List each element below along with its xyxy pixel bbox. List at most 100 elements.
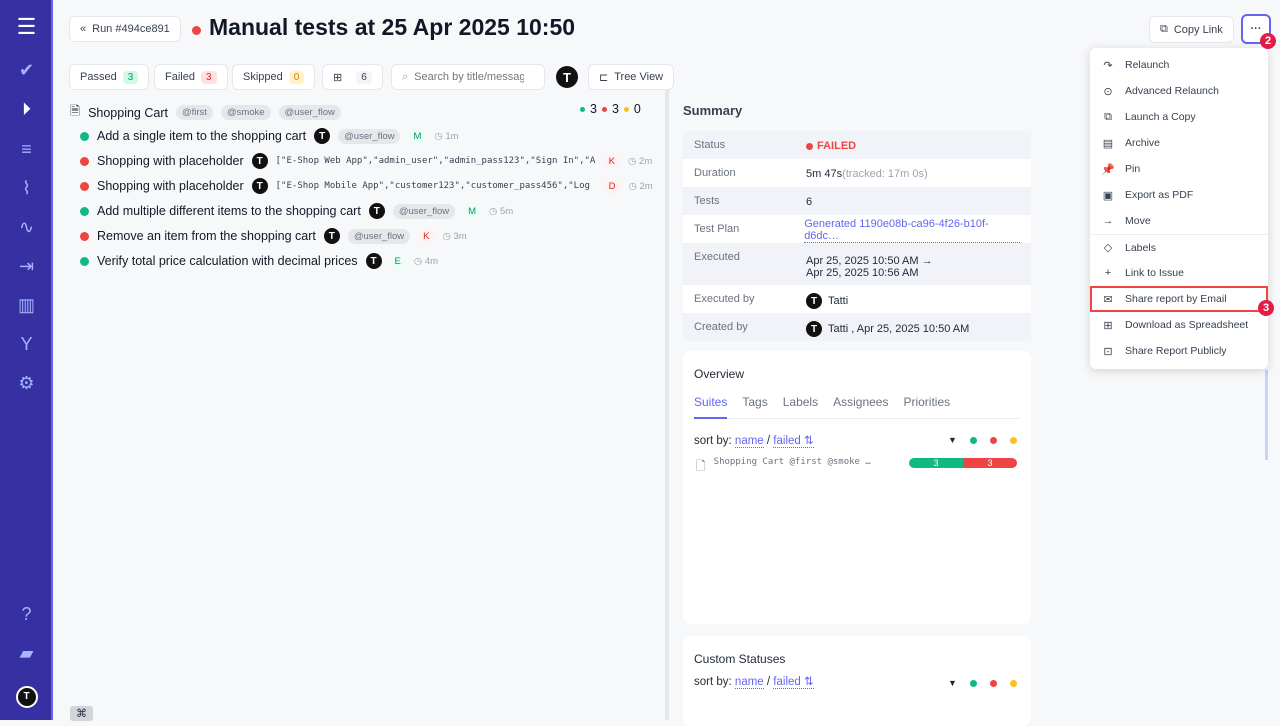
copy-icon: ⧉ <box>1160 23 1168 35</box>
test-row[interactable]: Add multiple different items to the shop… <box>80 203 513 219</box>
menu-item-link-issue[interactable]: + Link to Issue <box>1090 260 1268 286</box>
menu-item-download-spreadsheet[interactable]: ⊞ Download as Spreadsheet <box>1090 312 1268 338</box>
menu-icon[interactable]: ☰ <box>16 14 37 39</box>
file-icon: 🗎 <box>70 104 81 118</box>
menu-item-labels[interactable]: ◇ Labels <box>1090 234 1268 260</box>
custom-statuses-card: Custom Statuses sort by: name / failed ⇅… <box>683 636 1031 726</box>
sort-name-link[interactable]: name <box>734 435 764 448</box>
tab-priorities[interactable]: Priorities <box>903 395 951 409</box>
menu-item-pin[interactable]: 📌 Pin <box>1101 163 1141 176</box>
copy-link-button[interactable]: ⧉ Copy Link <box>1149 16 1234 43</box>
tab-suites[interactable]: Suites <box>694 395 728 419</box>
sort-by: sort by: name / failed ⇅ <box>694 435 814 448</box>
duration: ◷ 1m <box>434 130 459 142</box>
summary-row: Duration 5m 47s (tracked: 17m 0s) <box>683 159 1031 187</box>
passed-status-icon <box>80 131 89 141</box>
duration: ◷ 2m <box>628 180 653 192</box>
help-icon[interactable]: ? <box>21 604 32 624</box>
plus-icon: + <box>1104 267 1112 279</box>
avatar: T <box>251 153 268 169</box>
test-row[interactable]: Add a single item to the shopping cart T… <box>80 128 459 144</box>
overview-title: Overview <box>694 367 745 381</box>
menu-item-launch-copy[interactable]: ⧉ Launch a Copy <box>1090 104 1268 130</box>
share-icon: ⊡ <box>1103 345 1113 358</box>
file-icon: 🗋 <box>696 459 706 473</box>
back-to-run-button[interactable]: «Run #494ce891 <box>69 16 181 42</box>
sort-name-link[interactable]: name <box>734 676 764 689</box>
passed-status-icon <box>80 206 89 216</box>
spreadsheet-icon: ⊞ <box>1103 319 1113 332</box>
tab-tags[interactable]: Tags <box>742 395 768 409</box>
analytics-icon[interactable]: ▥ <box>17 295 35 315</box>
import-icon[interactable]: ⇥ <box>18 256 35 276</box>
status-filter-icons[interactable]: ▼ <box>948 678 1017 688</box>
test-row[interactable]: Shopping with placeholder T ["E-Shop Mobi… <box>80 178 653 194</box>
branch-icon[interactable]: Y <box>20 334 33 354</box>
suite-counts: 3 3 0 <box>580 102 641 116</box>
summary-row: Executed by T Tatti <box>683 285 1031 313</box>
checklist-icon[interactable]: ≡ <box>21 139 32 159</box>
summary-title: Summary <box>683 103 743 118</box>
assignee-filter-avatar[interactable]: T <box>556 66 578 88</box>
menu-item-export-pdf[interactable]: ▣ Export as PDF <box>1102 189 1194 202</box>
test-plan-link[interactable]: Generated 1190e08b-ca96-4f26-b10f-d6dc… <box>804 218 1020 243</box>
suite-header[interactable]: 🗎 Shopping Cart @first @smoke @user_flow <box>70 102 341 123</box>
assignee-badge: M <box>408 128 427 144</box>
play-circle-icon[interactable]: ⏵ <box>22 99 31 119</box>
suite-overview-row[interactable]: 🗋 Shopping Cart @first @smoke … <box>696 457 871 478</box>
test-row[interactable]: Shopping with placeholder T ["E-Shop Web … <box>80 153 652 169</box>
overview-card: Overview Suites Tags Labels Assignees Pr… <box>683 351 1031 624</box>
tab-assignees[interactable]: Assignees <box>833 395 889 409</box>
menu-item-relaunch[interactable]: ↷ Relaunch <box>1090 52 1268 78</box>
filter-passed[interactable]: Passed 3 <box>69 64 150 90</box>
assignee-badge: D <box>603 178 621 194</box>
duration: ◷ 4m <box>413 255 439 267</box>
tree-view-button[interactable]: ⊏ Tree View <box>588 64 675 90</box>
checkmark-icon[interactable]: ✔ <box>18 60 35 80</box>
filter-failed[interactable]: Failed 3 <box>154 64 228 90</box>
mail-icon: ✉ <box>1103 293 1113 306</box>
tag: @user_flow <box>392 203 456 219</box>
sort-failed-link[interactable]: failed ⇅ <box>773 676 814 689</box>
play-circle-icon: ⊙ <box>1103 85 1113 98</box>
duration: ◷ 3m <box>442 230 467 242</box>
more-actions-button[interactable]: ··· <box>1241 14 1271 44</box>
avatar: T <box>365 253 382 269</box>
steps-icon[interactable]: ⌇ <box>22 178 31 198</box>
summary-row: Created by T Tatti , Apr 25, 2025 10:50 AM <box>683 313 1031 341</box>
folder-icon[interactable]: ▰ <box>19 643 34 663</box>
redo-icon: ↷ <box>1103 59 1113 72</box>
gear-icon[interactable]: ⚙ <box>18 373 35 393</box>
test-row[interactable]: Remove an item from the shopping cart T @… <box>80 228 467 244</box>
status-filter-icons[interactable]: ▼ <box>948 435 1017 445</box>
scrollbar[interactable] <box>1265 370 1268 460</box>
shortcut-button[interactable]: ⌘ <box>70 706 93 721</box>
assignee-badge: K <box>418 228 435 244</box>
sort-failed-link[interactable]: failed ⇅ <box>773 435 814 448</box>
tab-labels[interactable]: Labels <box>782 395 819 409</box>
pulse-icon[interactable]: ∿ <box>18 217 35 237</box>
more-actions-menu: ↷ Relaunch ⊙ Advanced Relaunch ⧉ Launch a Cop… <box>1090 48 1268 369</box>
archive-icon: ▤ <box>1102 137 1114 150</box>
double-chevron-left-icon: « <box>80 23 87 35</box>
menu-item-share-email[interactable]: ✉ Share report by Email <box>1090 286 1268 312</box>
menu-item-archive[interactable]: ▤ Archive <box>1102 137 1161 150</box>
menu-item-move[interactable]: → Move <box>1102 215 1151 227</box>
panel-resizer[interactable] <box>665 90 669 720</box>
search-box[interactable]: ⌕ <box>391 64 545 90</box>
summary-row: Test Plan Generated 1190e08b-ca96-4f26-b1… <box>683 215 1031 243</box>
search-input[interactable] <box>414 71 525 83</box>
menu-item-advanced-relaunch[interactable]: ⊙ Advanced Relaunch <box>1090 78 1268 104</box>
tree-icon: ⊏ <box>599 71 609 84</box>
filter-skipped[interactable]: Skipped 0 <box>232 64 316 90</box>
user-avatar[interactable]: T <box>0 683 53 708</box>
filter-comments[interactable]: ⊞ 6 <box>322 64 383 90</box>
menu-item-share-publicly[interactable]: ⊡ Share Report Publicly <box>1090 338 1268 364</box>
failed-status-icon <box>192 26 201 35</box>
test-row[interactable]: Verify total price calculation with deci… <box>80 253 438 269</box>
assignee-badge: K <box>603 153 620 169</box>
avatar: T <box>323 228 340 244</box>
test-params: ["E-Shop Mobile App","customer123","cust… <box>275 181 596 191</box>
sidebar: ☰ ✔ ⏵ ≡ ⌇ ∿ ⇥ ▥ Y ⚙ ? ▰ T <box>0 0 53 720</box>
pdf-icon: ▣ <box>1102 189 1114 202</box>
